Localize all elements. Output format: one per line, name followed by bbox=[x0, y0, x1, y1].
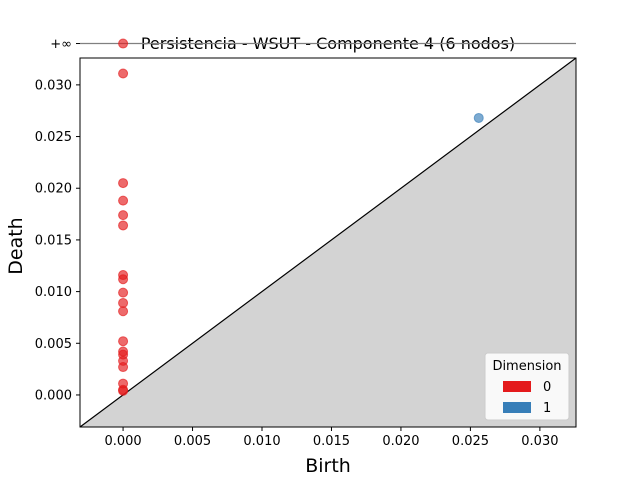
axes-frame bbox=[79, 57, 577, 428]
y-tick-label: 0.020 bbox=[35, 182, 72, 197]
y-tick-label: 0.005 bbox=[35, 337, 72, 352]
legend-swatch-dim1 bbox=[503, 402, 531, 413]
data-point-dim0 bbox=[118, 306, 129, 317]
y-tick-label: 0.000 bbox=[35, 388, 72, 403]
x-axis-label: Birth bbox=[305, 455, 351, 477]
data-point-dim0 bbox=[118, 287, 129, 298]
y-tick-label: 0.015 bbox=[35, 233, 72, 248]
x-tick-label: 0.000 bbox=[104, 434, 141, 449]
data-point-dim0 bbox=[118, 270, 129, 281]
x-tick-label: 0.010 bbox=[243, 434, 280, 449]
data-point-dim0 bbox=[118, 346, 129, 357]
data-point-dim0 bbox=[118, 297, 129, 308]
data-point-dim0 bbox=[118, 378, 129, 389]
data-point-dim1 bbox=[473, 112, 484, 123]
legend-title: Dimension bbox=[492, 359, 561, 374]
y-tick-label: 0.010 bbox=[35, 285, 72, 300]
data-point-dim0 bbox=[118, 210, 129, 221]
diagonal-line bbox=[79, 57, 577, 428]
data-point-dim0 bbox=[118, 195, 129, 206]
legend: Dimension 0 1 bbox=[484, 352, 570, 421]
plot-area: 0.000 0.005 0.010 0.015 0.020 0.025 0.030 0.000… bbox=[35, 37, 577, 449]
y-tick-label-infinity: +∞ bbox=[50, 37, 72, 52]
legend-swatch-dim0 bbox=[503, 381, 531, 392]
x-tick-label: 0.015 bbox=[313, 434, 350, 449]
x-tick-label: 0.005 bbox=[174, 434, 211, 449]
data-point-dim0 bbox=[118, 220, 129, 231]
y-tick-label: 0.030 bbox=[35, 78, 72, 93]
x-tick-label: 0.020 bbox=[382, 434, 419, 449]
legend-label-dim0: 0 bbox=[543, 380, 551, 395]
x-tick-label: 0.025 bbox=[452, 434, 489, 449]
y-tick-label: 0.025 bbox=[35, 130, 72, 145]
data-point-dim0 bbox=[118, 336, 129, 347]
data-point-dim0 bbox=[118, 68, 129, 79]
data-point-dim0 bbox=[118, 38, 129, 49]
legend-label-dim1: 1 bbox=[543, 401, 551, 416]
y-axis-label: Death bbox=[5, 217, 27, 274]
data-point-dim0 bbox=[118, 178, 129, 189]
x-tick-label: 0.030 bbox=[521, 434, 558, 449]
